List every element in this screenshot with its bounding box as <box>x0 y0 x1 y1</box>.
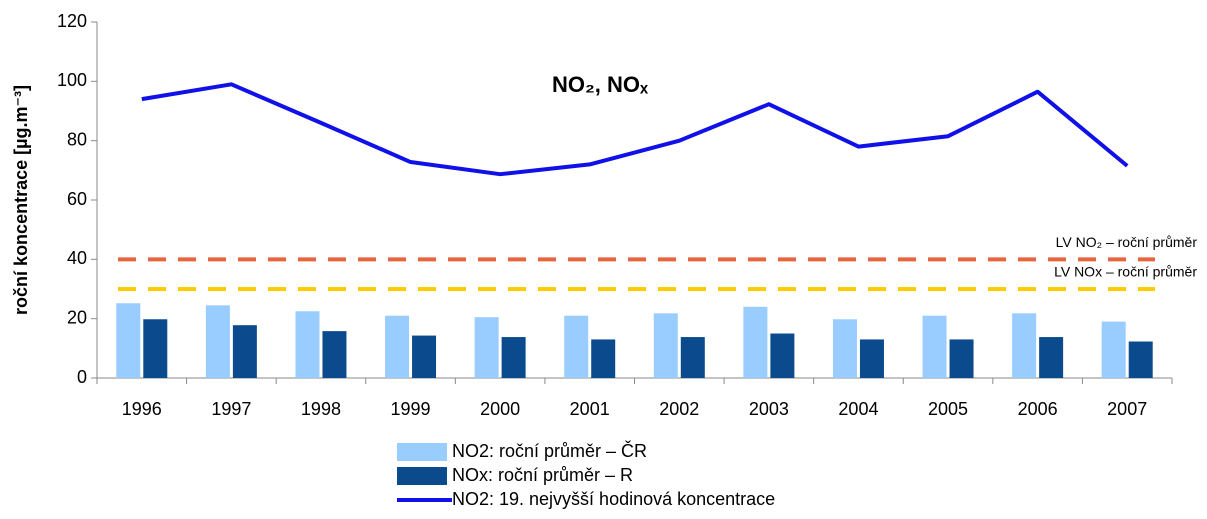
threshold-label: LV NOx – roční průměr <box>1054 264 1197 280</box>
bar <box>564 315 589 378</box>
bar <box>385 315 410 378</box>
bar <box>205 305 230 378</box>
bar <box>743 306 768 378</box>
bar <box>1128 341 1153 378</box>
legend-swatch <box>397 443 447 461</box>
bar <box>295 311 320 378</box>
x-tick-label: 2002 <box>659 399 699 419</box>
legend-label: NO2: roční průměr – ČR <box>452 440 647 461</box>
y-tick-label: 20 <box>67 307 87 327</box>
bar <box>1039 337 1064 378</box>
y-axis-label: roční koncentrace [µg.m⁻³] <box>11 85 31 315</box>
x-tick-label: 2004 <box>838 399 878 419</box>
y-tick-label: 0 <box>77 367 87 387</box>
y-tick-label: 40 <box>67 248 87 268</box>
y-tick-label: 60 <box>67 189 87 209</box>
y-tick-label: 80 <box>67 129 87 149</box>
bar <box>832 319 857 378</box>
x-tick-label: 2003 <box>749 399 789 419</box>
bar <box>232 325 257 378</box>
bar <box>680 337 705 378</box>
bar <box>1101 321 1126 378</box>
legend-label: NOx: roční průměr – R <box>452 465 633 485</box>
y-tick-label: 120 <box>57 11 87 31</box>
x-tick-label: 1998 <box>301 399 341 419</box>
bar <box>591 339 616 378</box>
line-series <box>141 82 1129 177</box>
x-tick-label: 2000 <box>480 399 520 419</box>
x-tick-label: 2006 <box>1018 399 1058 419</box>
bar <box>501 337 526 378</box>
bar <box>116 303 141 378</box>
x-tick-label: 1999 <box>391 399 431 419</box>
y-tick-label: 100 <box>57 70 87 90</box>
bar <box>770 333 795 378</box>
bar <box>143 319 168 378</box>
bar <box>1012 313 1037 378</box>
chart-title: NO₂, NOₓ <box>552 72 649 97</box>
bar <box>322 331 347 378</box>
x-tick-label: 2007 <box>1107 399 1147 419</box>
bar <box>922 315 947 378</box>
x-tick-label: 2005 <box>928 399 968 419</box>
bar <box>949 339 974 378</box>
bar <box>859 339 884 378</box>
bar <box>474 317 499 378</box>
legend-swatch <box>397 467 447 485</box>
x-tick-label: 1997 <box>211 399 251 419</box>
bar <box>653 313 678 378</box>
x-tick-label: 2001 <box>570 399 610 419</box>
bar <box>412 335 437 378</box>
x-tick-label: 1996 <box>122 399 162 419</box>
legend-label: NO2: 19. nejvyšší hodinová koncentrace <box>452 489 775 509</box>
threshold-label: LV NO₂ – roční průměr <box>1056 234 1198 250</box>
